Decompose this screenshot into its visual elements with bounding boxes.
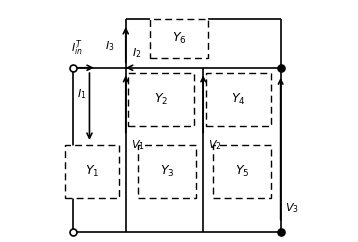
Text: $Y_3$: $Y_3$ — [160, 164, 174, 179]
FancyBboxPatch shape — [150, 19, 208, 58]
FancyBboxPatch shape — [205, 73, 271, 126]
Text: $I_2$: $I_2$ — [132, 47, 141, 60]
Text: $V_2$: $V_2$ — [208, 138, 222, 152]
FancyBboxPatch shape — [128, 73, 194, 126]
Text: $Y_5$: $Y_5$ — [235, 164, 249, 179]
FancyBboxPatch shape — [213, 145, 271, 198]
Text: $I_3$: $I_3$ — [105, 39, 115, 53]
Text: $I_1$: $I_1$ — [77, 87, 87, 101]
Text: $Y_1$: $Y_1$ — [85, 164, 99, 179]
FancyBboxPatch shape — [65, 145, 118, 198]
Text: $Y_4$: $Y_4$ — [231, 92, 246, 107]
Text: $I_{in}^T$: $I_{in}^T$ — [71, 38, 83, 58]
FancyBboxPatch shape — [138, 145, 196, 198]
Text: $Y_2$: $Y_2$ — [154, 92, 168, 107]
Text: $Y_6$: $Y_6$ — [172, 31, 186, 46]
Text: $V_1$: $V_1$ — [131, 138, 144, 152]
Text: $V_3$: $V_3$ — [285, 201, 299, 215]
